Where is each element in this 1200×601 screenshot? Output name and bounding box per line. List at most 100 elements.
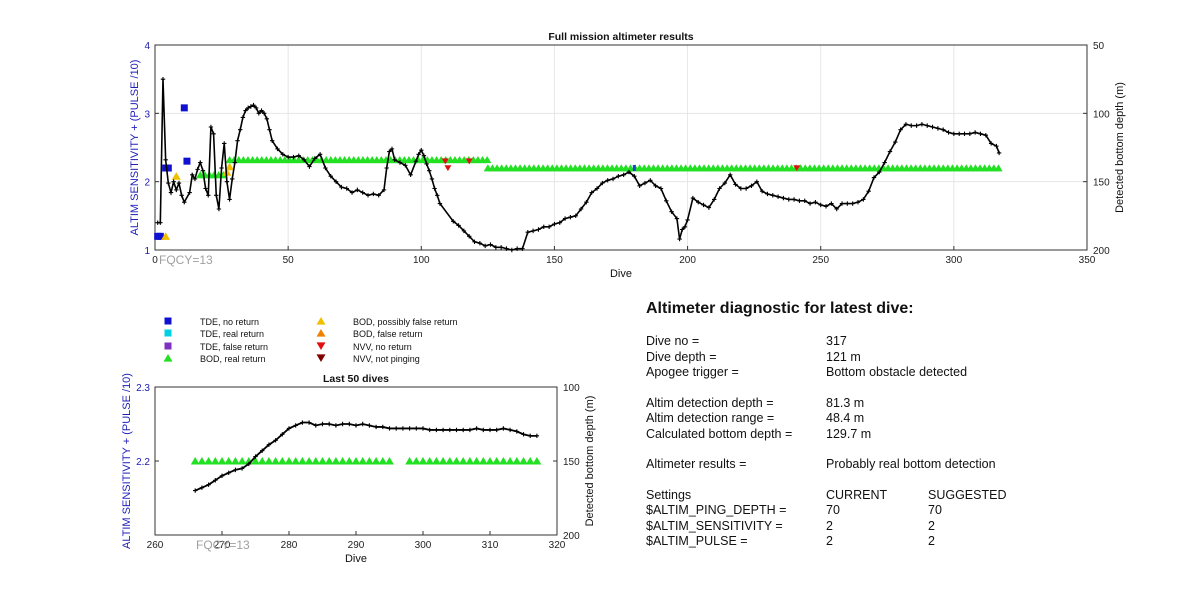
y-left-tick-label: 3 bbox=[144, 109, 150, 120]
diagnostic-title: Altimeter diagnostic for latest dive: bbox=[646, 300, 914, 317]
bottom-depth-point bbox=[813, 199, 818, 205]
x-tick-label: 100 bbox=[413, 255, 430, 266]
bottom-depth-point bbox=[925, 123, 930, 128]
legend-bod-false-return-label: BOD, false return bbox=[353, 329, 423, 339]
bod-real-return-marker bbox=[438, 457, 448, 465]
bod-real-return-marker bbox=[231, 457, 240, 465]
sensitivity-suggested: 2 bbox=[928, 518, 935, 533]
bottom-depth-point bbox=[253, 454, 258, 459]
bottom-depth-point bbox=[224, 179, 230, 184]
calculated-bottom-depth-value: 129.7 m bbox=[826, 426, 872, 441]
legend: TDE, no return TDE, real return TDE, false… bbox=[163, 316, 458, 364]
x-tick-label: 310 bbox=[482, 540, 499, 551]
bottom-depth-point bbox=[327, 421, 332, 427]
bottom-depth-point bbox=[733, 182, 738, 187]
legend-nvv-not-pinging-label: NVV, not pinging bbox=[353, 354, 420, 364]
bottom-depth-point bbox=[407, 426, 412, 431]
bottom-depth-point bbox=[754, 179, 760, 184]
bottom-depth-point bbox=[269, 138, 275, 143]
pulse-suggested: 2 bbox=[928, 534, 935, 548]
bottom-depth-point bbox=[983, 133, 989, 138]
bottom-depth-point bbox=[467, 427, 473, 433]
last-50-dives-chart: 260 270 280 290 300 310 320 2.2 2.3 100 150 200 Last… bbox=[121, 373, 596, 565]
bottom-depth-point bbox=[413, 158, 419, 164]
bottom-depth-point bbox=[340, 421, 345, 427]
bottom-depth-point bbox=[296, 153, 301, 158]
tde-no-return-marker bbox=[164, 164, 172, 172]
bod-real-return-marker bbox=[277, 457, 287, 465]
bottom-depth-point bbox=[306, 420, 312, 425]
bod-real-return-marker bbox=[291, 457, 301, 465]
bottom-depth-point bbox=[749, 183, 754, 188]
bottom-depth-point bbox=[320, 421, 325, 427]
ping-depth-row: $ALTIM_PING_DEPTH = 70 70 bbox=[646, 503, 1066, 519]
bottom-depth-point bbox=[421, 153, 427, 158]
bottom-depth-point bbox=[978, 131, 983, 137]
bottom-depth-point bbox=[712, 197, 717, 202]
bottom-depth-point bbox=[419, 148, 424, 153]
bottom-depth-point bbox=[251, 102, 256, 108]
bod-real-return-marker bbox=[365, 457, 374, 465]
plot-frame bbox=[154, 44, 1088, 251]
bottom-depth-point bbox=[616, 174, 621, 179]
y-right-axis-label: Detected bottom depth (m) bbox=[584, 396, 596, 527]
bottom-depth-point bbox=[365, 193, 371, 198]
bod-real-return-marker bbox=[532, 457, 542, 465]
bottom-depth-point bbox=[408, 172, 413, 178]
bod-possibly-false-marker bbox=[171, 172, 181, 180]
bod-real-return-marker bbox=[251, 457, 260, 465]
full-mission-chart: 0 50 100 150 200 250 300 350 1 2 3 4 50 100 150 200 Full… bbox=[129, 31, 1126, 280]
bottom-depth-point bbox=[594, 186, 600, 191]
bottom-depth-point bbox=[674, 216, 680, 221]
bottom-depth-point bbox=[424, 161, 429, 167]
bottom-depth-point bbox=[166, 180, 171, 186]
bottom-depth-point bbox=[199, 485, 205, 490]
bottom-depth-point bbox=[355, 187, 360, 193]
bottom-depth-point bbox=[477, 240, 483, 246]
bottom-depth-point bbox=[690, 195, 696, 201]
bottom-depth-point bbox=[347, 421, 352, 427]
bottom-depth-point bbox=[328, 174, 333, 179]
legend-bod-possibly-false-label: BOD, possibly false return bbox=[353, 317, 458, 327]
bottom-depth-point bbox=[427, 427, 432, 433]
y-left-tick-label: 2.2 bbox=[136, 457, 150, 468]
bottom-depth-point bbox=[380, 424, 385, 430]
bottom-depth-point bbox=[568, 215, 573, 220]
bottom-depth-point bbox=[546, 224, 552, 229]
bottom-depth-point bbox=[260, 448, 265, 453]
apogee-label: Apogee trigger = bbox=[646, 365, 739, 379]
bottom-depth-point bbox=[807, 201, 813, 206]
bod-real-return-marker bbox=[304, 457, 314, 465]
bottom-depth-point bbox=[557, 220, 562, 225]
bottom-depth-point bbox=[447, 427, 452, 433]
bottom-depth-point bbox=[996, 150, 1002, 156]
bottom-depth-point bbox=[898, 127, 903, 132]
bottom-depth-point bbox=[246, 461, 251, 467]
bottom-depth-point bbox=[850, 201, 855, 206]
y-left-axis-label: ALTIM SENSITIVITY + (PULSE /10) bbox=[121, 373, 133, 549]
bottom-depth-point bbox=[829, 201, 834, 206]
bottom-depth-point bbox=[914, 123, 919, 128]
bod-real-return-marker bbox=[197, 457, 207, 465]
bottom-depth-point bbox=[222, 141, 227, 146]
bottom-depth-point bbox=[440, 427, 446, 433]
bottom-depth-point bbox=[216, 206, 222, 212]
bottom-depth-point bbox=[384, 165, 389, 171]
tde-no-return-marker bbox=[180, 104, 188, 112]
bottom-depth-point bbox=[206, 193, 211, 198]
x-tick-label: 350 bbox=[1079, 255, 1096, 266]
bottom-depth-point bbox=[682, 224, 688, 229]
y-left-tick-label: 4 bbox=[144, 41, 150, 52]
bod-real-return-marker bbox=[311, 457, 321, 465]
bottom-depth-point bbox=[456, 223, 461, 228]
bottom-depth-point bbox=[584, 199, 589, 205]
bottom-depth-point bbox=[658, 186, 664, 191]
legend-tde-real-return-icon bbox=[164, 329, 172, 337]
legend-tde-no-return-icon bbox=[164, 317, 172, 325]
bottom-depth-point bbox=[174, 187, 179, 193]
bod-real-return-marker bbox=[298, 457, 307, 465]
bottom-depth-point bbox=[168, 190, 174, 195]
x-tick-label: 250 bbox=[812, 255, 829, 266]
suggested-header: SUGGESTED bbox=[928, 487, 1007, 502]
bottom-depth-point bbox=[626, 169, 632, 175]
